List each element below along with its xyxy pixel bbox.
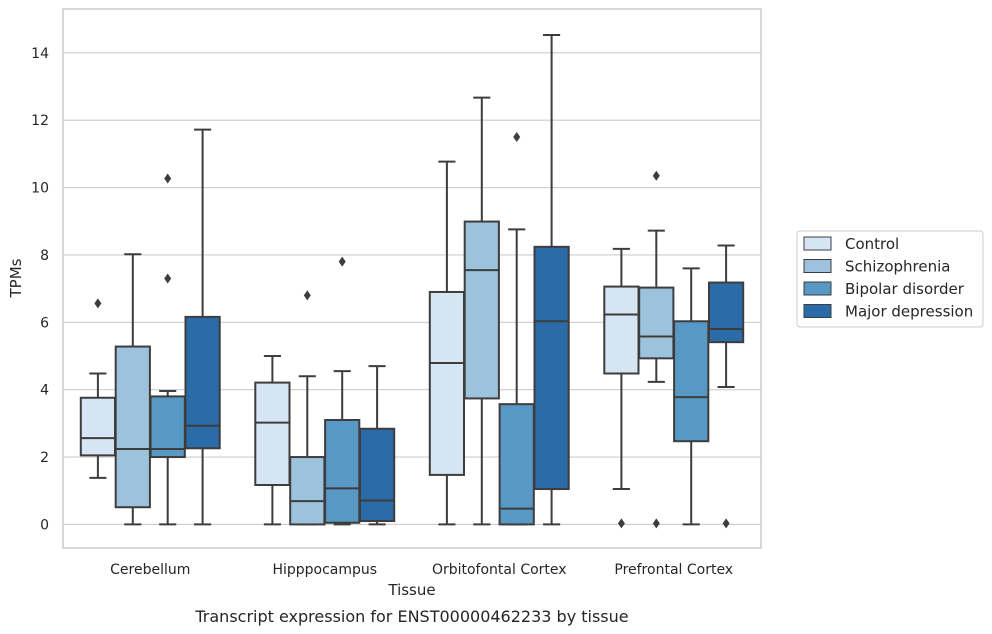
legend-swatch (803, 236, 832, 251)
box-body (638, 286, 675, 360)
box-body (79, 396, 117, 457)
box-body (184, 315, 221, 450)
chart-caption: Transcript expression for ENST0000046223… (194, 607, 628, 626)
box (428, 160, 466, 526)
box (603, 247, 640, 529)
box-body (114, 345, 151, 509)
box (184, 128, 221, 526)
y-axis-ticks: 0 2 4 6 8 10 12 14 (31, 46, 49, 534)
box (149, 173, 186, 526)
y-tick-label: 4 (40, 383, 49, 399)
plot-area-frame (62, 8, 762, 549)
outlier-point (652, 170, 660, 181)
outlier-point (617, 518, 625, 529)
legend-item: Schizophrenia (803, 258, 950, 276)
outlier-point (652, 518, 660, 529)
box-body (324, 418, 361, 524)
legend-item: Bipolar disorder (803, 280, 965, 298)
outlier-point (164, 273, 172, 284)
x-tick-label: Hipppocampus (272, 562, 377, 578)
box-series (79, 33, 745, 529)
box-body (254, 381, 291, 487)
outlier-point (303, 290, 311, 301)
legend-item: Major depression (803, 303, 973, 321)
y-tick-label: 8 (40, 248, 49, 264)
y-tick-label: 14 (31, 46, 49, 62)
box (638, 170, 675, 529)
legend-swatch (803, 304, 832, 318)
outlier-point (164, 173, 172, 184)
x-axis-label: Tissue (387, 581, 435, 599)
outlier-point (722, 518, 730, 529)
box (254, 354, 291, 526)
outlier-point (513, 132, 521, 143)
legend-swatch (803, 281, 832, 296)
y-tick-label: 12 (31, 113, 49, 129)
box (533, 33, 570, 526)
y-tick-label: 10 (31, 181, 49, 197)
box-body (463, 220, 500, 400)
x-axis-ticks: Cerebellum Hipppocampus Orbitofontal Corte… (110, 562, 733, 578)
series-schizophrenia (114, 96, 675, 529)
box (289, 290, 326, 526)
y-tick-label: 2 (40, 450, 49, 466)
box (79, 298, 117, 479)
box-body (603, 285, 640, 375)
x-tick-label: Orbitofontal Cortex (432, 562, 567, 578)
y-axis-label: TPMs (7, 258, 25, 298)
legend-label: Bipolar disorder (845, 280, 965, 298)
legend-frame (796, 230, 984, 328)
x-tick-label: Cerebellum (110, 562, 190, 578)
box (673, 267, 710, 526)
outlier-point (338, 256, 346, 267)
series-control (79, 160, 640, 529)
box (358, 365, 396, 526)
box (498, 132, 535, 526)
box (114, 253, 151, 526)
legend-label: Major depression (845, 303, 973, 321)
box-body (149, 395, 186, 459)
y-tick-label: 0 (40, 517, 49, 533)
box-body (289, 456, 326, 526)
legend-label: Control (845, 235, 899, 253)
y-tick-label: 6 (40, 315, 49, 331)
legend-label: Schizophrenia (845, 258, 950, 276)
box (707, 244, 745, 529)
box-body (533, 245, 570, 491)
legend-swatch (803, 259, 832, 273)
x-tick-label: Prefrontal Cortex (614, 562, 733, 578)
box-body (358, 427, 396, 523)
box-body (707, 281, 745, 344)
series-major-depression (184, 33, 745, 529)
series-bipolar-disorder (149, 132, 710, 526)
box (463, 96, 500, 526)
box-body (428, 290, 466, 476)
box-body (498, 403, 535, 526)
box-body (673, 320, 710, 443)
outlier-point (94, 298, 102, 309)
legend: Control Schizophrenia Bipolar disorder Majo… (796, 230, 984, 328)
legend-item: Control (803, 235, 899, 253)
box (324, 256, 361, 526)
